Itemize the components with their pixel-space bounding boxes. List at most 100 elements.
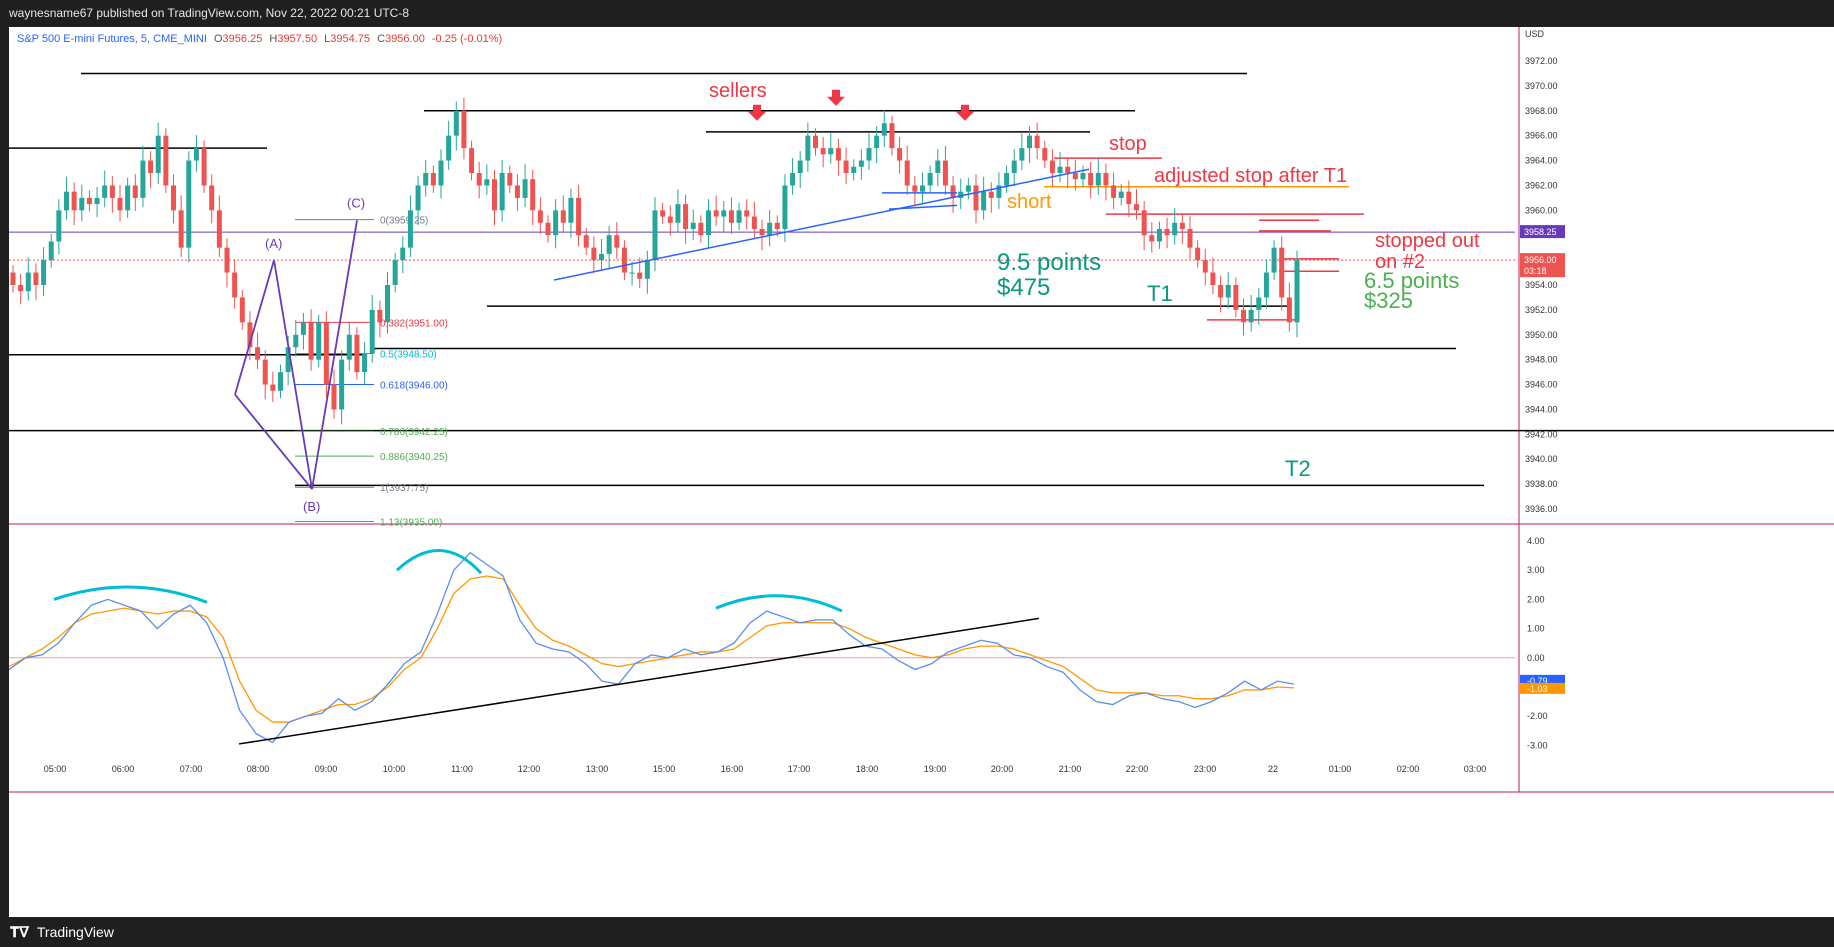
candle-body — [621, 247, 627, 273]
candle-body — [64, 191, 69, 211]
candle-body — [759, 229, 765, 236]
candle-body — [308, 322, 314, 360]
candle-body — [18, 285, 24, 292]
candle-body — [1134, 204, 1139, 211]
candle-body — [996, 185, 1002, 198]
candle-body — [706, 210, 711, 236]
brand-label[interactable]: TradingView — [36, 924, 114, 940]
candle-body — [86, 197, 92, 205]
time-tick-label: 07:00 — [180, 764, 203, 774]
candle-body — [545, 222, 551, 236]
candle-body — [820, 148, 826, 155]
chart-area[interactable]: S&P 500 E-mini Futures, 5, CME_MINI O395… — [9, 27, 1834, 917]
time-tick-label: 12:00 — [518, 764, 541, 774]
annotation-points-1: 9.5 points — [997, 249, 1101, 276]
candle-body — [1011, 160, 1017, 173]
candle-body — [285, 347, 291, 373]
candle-body — [560, 210, 566, 223]
low-value: 3954.75 — [330, 33, 371, 45]
time-tick-label: 18:00 — [856, 764, 879, 774]
candle-body — [186, 160, 192, 248]
candle-body — [835, 148, 841, 161]
candle-body — [201, 148, 207, 186]
chart-svg[interactable]: USD 3972.00 3970.00 3968.00 3966.00 3964.00 39… — [9, 27, 1834, 917]
sell-arrow-icon — [827, 89, 845, 106]
candle-body — [232, 272, 238, 298]
candle-body — [446, 135, 452, 161]
osc-tick-label: 2.00 — [1527, 594, 1545, 604]
price-tick-label: 3970.00 — [1525, 81, 1558, 91]
candle-body — [912, 185, 918, 192]
candle-body — [981, 191, 987, 211]
candle-body — [958, 191, 964, 198]
price-tick-label: 3944.00 — [1525, 404, 1558, 414]
candle-body — [1294, 260, 1300, 323]
change-value: -0.25 (-0.01%) — [431, 33, 503, 45]
candle-body — [736, 210, 742, 223]
candle-body — [461, 110, 467, 149]
candle-body — [614, 235, 620, 248]
time-tick-label: 19:00 — [924, 764, 947, 774]
candle-body — [1218, 285, 1224, 298]
candle-body — [973, 185, 979, 211]
annotation-short: short — [1007, 191, 1052, 213]
osc-tick-label: 0.00 — [1527, 653, 1545, 663]
candle-body — [889, 123, 895, 149]
candle-body — [828, 148, 834, 155]
candle-body — [247, 322, 253, 348]
candle-body — [109, 185, 115, 198]
candle-body — [270, 384, 276, 391]
price-tick-label: 3946.00 — [1525, 380, 1558, 390]
publish-title: waynesname67 published on TradingView.co… — [9, 6, 410, 20]
candle-body — [1004, 173, 1010, 186]
osc-badge-blue-bg — [1520, 674, 1565, 686]
time-tick-label: 20:00 — [991, 764, 1014, 774]
candle-body — [1164, 229, 1170, 236]
candle-body — [874, 135, 880, 149]
candle-body — [1248, 309, 1254, 323]
candle-body — [1126, 191, 1132, 205]
osc-arc — [715, 594, 843, 613]
candle-body — [171, 185, 176, 211]
tradingview-logo-icon[interactable]: 𝐓∇ — [10, 924, 29, 940]
candle-body — [193, 148, 199, 161]
annotation-sellers: sellers — [709, 80, 767, 102]
time-tick-label: 21:00 — [1059, 764, 1082, 774]
candle-body — [897, 148, 903, 161]
candle-body — [698, 222, 704, 236]
time-tick-label: 02:00 — [1397, 764, 1420, 774]
time-tick-label: 05:00 — [44, 764, 67, 774]
annotation-stop: stop — [1109, 133, 1147, 155]
price-badge-line-bg — [1520, 225, 1565, 239]
osc-trendline — [238, 617, 1040, 745]
annotation-points-2: 6.5 points — [1364, 268, 1459, 293]
sell-arrow-icon — [748, 104, 766, 121]
candle-body — [744, 210, 750, 217]
time-tick-label: 09:00 — [315, 764, 338, 774]
candle-body — [216, 210, 222, 248]
abc-pattern-base — [234, 393, 313, 490]
high-value: 3957.50 — [277, 33, 318, 45]
candle-body — [400, 247, 406, 261]
fib-label: 0.618(3946.00) — [380, 381, 448, 392]
candle-body — [71, 191, 77, 211]
candle-body — [492, 179, 497, 211]
candle-body — [522, 179, 528, 198]
candle-body — [690, 222, 696, 229]
candle-body — [392, 260, 398, 285]
candle-body — [797, 160, 803, 173]
candle-body — [155, 135, 161, 173]
fib-label: 1(3937.75) — [380, 483, 428, 494]
annotation-adjusted-stop: adjusted stop after T1 — [1154, 165, 1347, 187]
price-badge-line: 3958.25 — [1524, 227, 1557, 237]
candle-body — [599, 253, 604, 261]
candle-body — [1141, 210, 1147, 236]
time-tick-label: 11:00 — [451, 764, 473, 774]
candle-body — [721, 210, 727, 217]
candle-body — [1172, 222, 1178, 236]
candle-body — [583, 235, 589, 248]
candle-body — [1149, 235, 1155, 242]
candle-body — [1179, 222, 1185, 229]
candle-body — [851, 166, 857, 173]
price-badge-countdown: 03:18 — [1524, 266, 1547, 276]
